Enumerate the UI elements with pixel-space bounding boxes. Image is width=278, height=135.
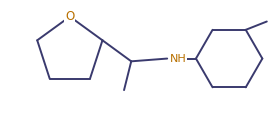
Text: O: O [65,10,75,23]
Text: NH: NH [169,54,186,64]
